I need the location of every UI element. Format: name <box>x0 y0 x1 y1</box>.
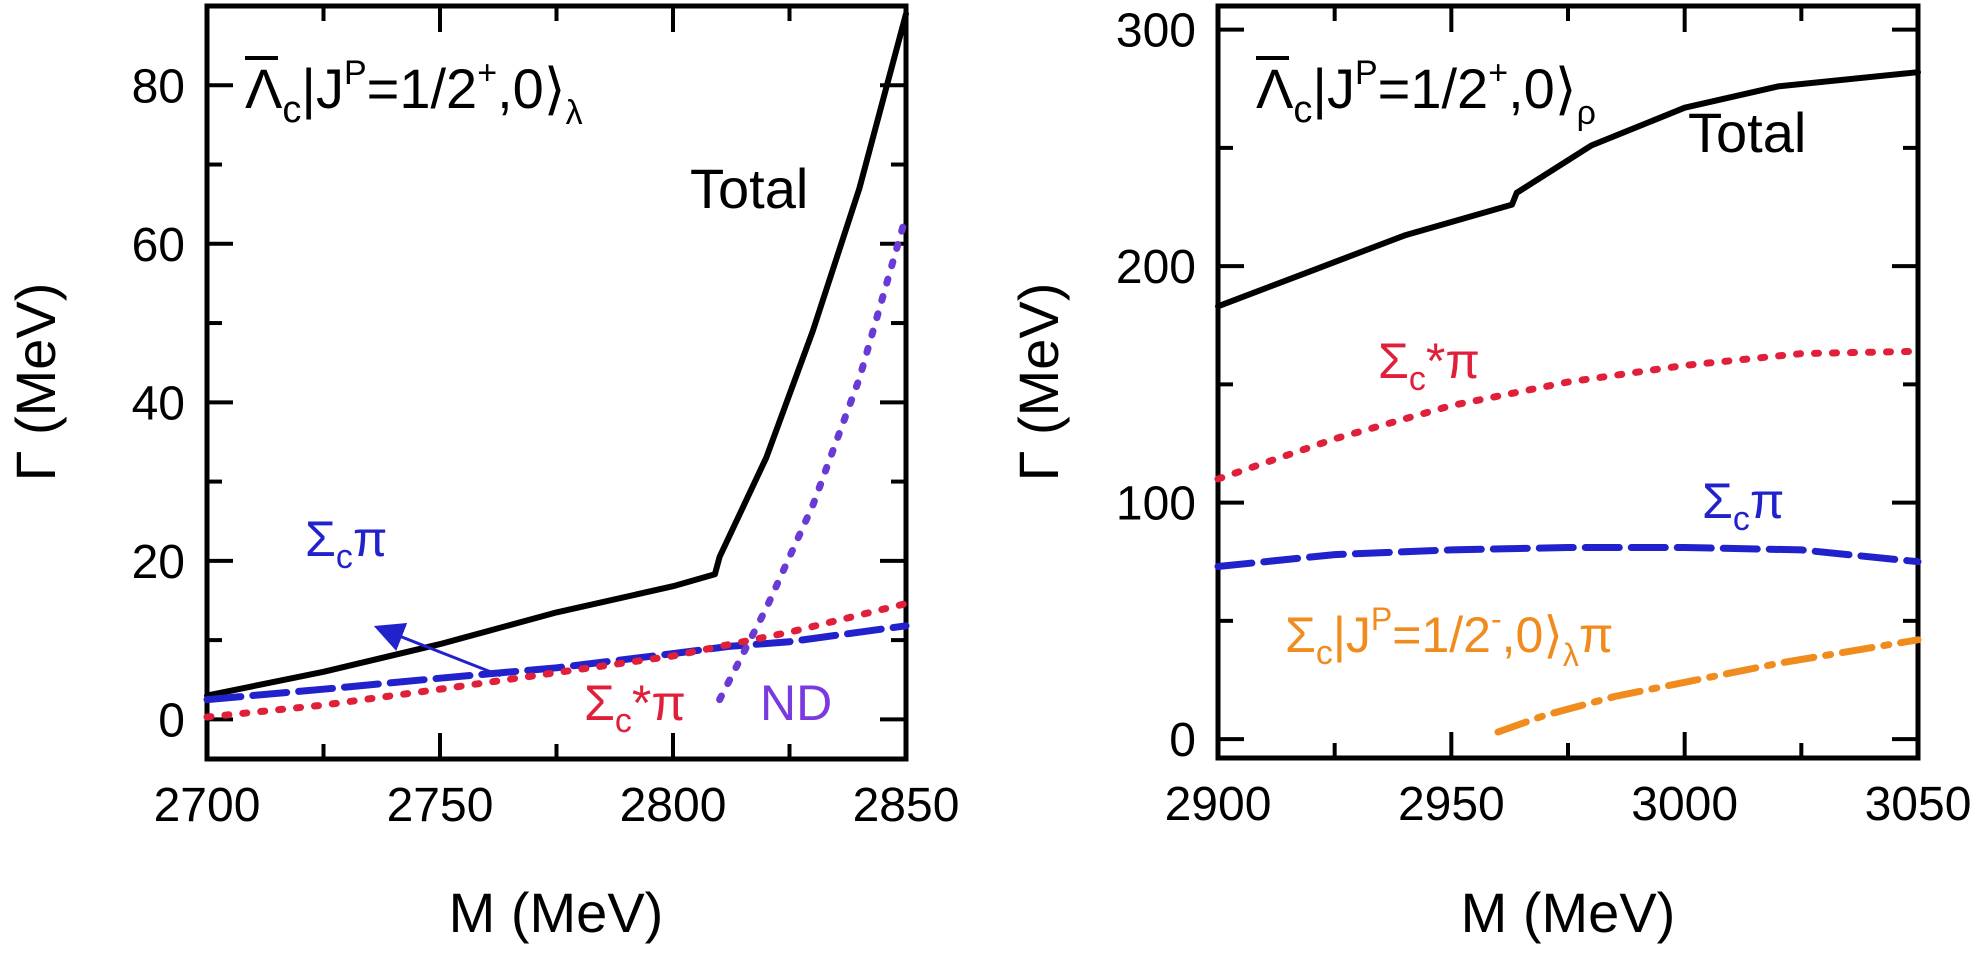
y-tick-label: 0 <box>1169 714 1196 767</box>
sigma-pi-label: Σcπ <box>305 511 387 576</box>
y-axis-title: Γ (MeV) <box>4 283 67 482</box>
title-sub: c <box>1293 89 1312 131</box>
title-mid: |J <box>301 57 344 120</box>
x-axis-title: M (MeV) <box>1461 881 1676 944</box>
series-dash-line <box>1214 544 1922 570</box>
nd-label: ND <box>760 675 832 731</box>
title-lambda: Λ <box>1256 57 1294 120</box>
sl-mode: λ <box>1563 637 1579 673</box>
series-dot-line <box>716 212 910 704</box>
sigma-pi-sub: c <box>1733 500 1750 538</box>
sl-tail: ,0⟩ <box>1502 607 1563 663</box>
sigma-pi-sub: c <box>336 538 353 576</box>
y-tick-label: 40 <box>132 377 185 430</box>
title-tail: ,0⟩ <box>497 57 566 120</box>
title-mode: ρ <box>1577 94 1596 132</box>
title-mid: |J <box>1312 57 1355 120</box>
tick-labels: 2700 2750 2800 2850 0 20 40 60 80 <box>132 60 960 832</box>
series-solid-line <box>1215 69 1921 310</box>
title-rest: =1/2 <box>1378 57 1489 120</box>
title-mode: λ <box>566 94 583 132</box>
total-label: Total <box>690 157 808 220</box>
sigma-star-pi-label: Σc*π <box>1378 333 1480 398</box>
sigma-star-pi-label: Σc*π <box>584 675 686 740</box>
sigma-lambda-pi-label: Σc|JP=1/2-,0⟩λπ <box>1285 601 1613 673</box>
x-tick-label: 2950 <box>1398 778 1505 831</box>
title-sup: P <box>344 54 367 92</box>
title-lambda: Λ <box>245 57 283 120</box>
sl-rest: =1/2 <box>1392 607 1491 663</box>
x-tick-label: 2900 <box>1165 778 1272 831</box>
y-tick-label: 200 <box>1116 241 1196 294</box>
x-axis-title: M (MeV) <box>449 881 664 944</box>
series-dot-line <box>1214 347 1922 483</box>
y-tick-label: 0 <box>158 694 185 747</box>
tick-labels: 2900 2950 3000 3050 0 100 200 300 <box>1116 5 1971 831</box>
y-axis-title: Γ (MeV) <box>1007 283 1070 482</box>
panel-title: Λc|JP=1/2+,0⟩ρ <box>1256 54 1596 132</box>
x-tick-label: 3000 <box>1631 778 1738 831</box>
annotation-arrow <box>373 623 502 678</box>
sl-sup: P <box>1371 601 1392 637</box>
y-tick-label: 60 <box>132 219 185 272</box>
sl-sub: c <box>1316 634 1333 672</box>
sigma-star-pi-sub: c <box>1409 360 1426 398</box>
title-parity: + <box>1488 54 1508 92</box>
x-tick-label: 3050 <box>1865 778 1972 831</box>
sigma-star-pi-tail: *π <box>632 675 686 731</box>
sigma-pi-label: Σcπ <box>1702 473 1784 538</box>
title-tail: ,0⟩ <box>1508 57 1577 120</box>
sl-mid: |J <box>1333 607 1371 663</box>
sigma-star-pi-sub: c <box>615 702 632 740</box>
sigma-pi-tail: π <box>353 511 388 567</box>
sigma-star-pi-tail: *π <box>1426 333 1480 389</box>
x-tick-label: 2750 <box>387 779 494 832</box>
title-rest: =1/2 <box>367 57 478 120</box>
series-dashdot-line <box>1494 636 1922 736</box>
tick-marks <box>205 4 908 759</box>
sl-end: π <box>1579 607 1614 663</box>
series-group <box>1214 69 1922 736</box>
y-tick-label: 20 <box>132 536 185 589</box>
y-tick-label: 80 <box>132 60 185 113</box>
sigma-pi-base: Σ <box>1702 473 1733 529</box>
x-tick-label: 2800 <box>620 779 727 832</box>
y-tick-label: 300 <box>1116 5 1196 58</box>
x-tick-label: 2700 <box>154 779 261 832</box>
y-tick-label: 100 <box>1116 478 1196 531</box>
sigma-star-pi-base: Σ <box>1378 333 1409 389</box>
sl-base: Σ <box>1285 607 1316 663</box>
x-tick-label: 2850 <box>853 779 960 832</box>
series-solid-line <box>204 10 909 699</box>
sl-parity: - <box>1491 601 1502 637</box>
sigma-pi-tail: π <box>1750 473 1785 529</box>
sigma-pi-base: Σ <box>305 511 336 567</box>
sigma-star-pi-base: Σ <box>584 675 615 731</box>
tick-marks <box>1216 6 1920 758</box>
series-dash-line <box>203 622 910 704</box>
title-sub: c <box>282 89 301 131</box>
total-label: Total <box>1688 101 1806 164</box>
series-group <box>203 10 910 721</box>
panel-title: Λc|JP=1/2+,0⟩λ <box>245 54 583 132</box>
title-sup: P <box>1355 54 1378 92</box>
title-parity: + <box>477 54 497 92</box>
